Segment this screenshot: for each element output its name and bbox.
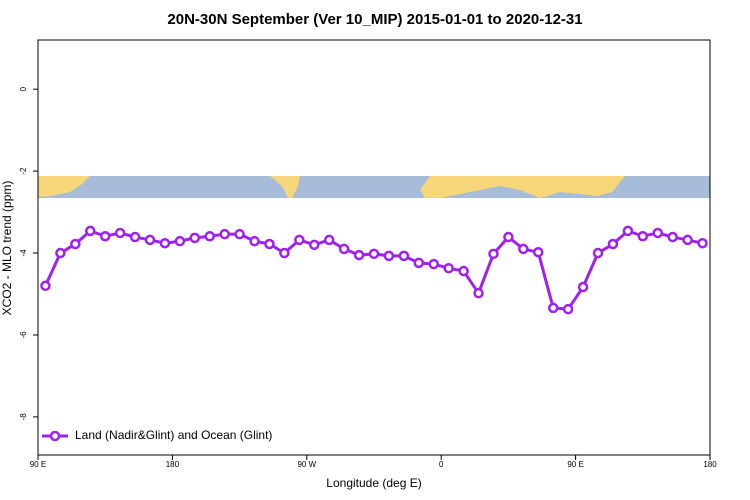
land-patch xyxy=(420,176,625,198)
data-point xyxy=(428,258,439,270)
y-tick-label: -6 xyxy=(19,331,28,339)
data-point xyxy=(234,228,245,240)
chart-title: 20N-30N September (Ver 10_MIP) 2015-01-0… xyxy=(167,11,582,28)
data-point xyxy=(353,249,365,261)
x-tick-label: 0 xyxy=(439,460,444,469)
data-point xyxy=(174,235,186,247)
data-point xyxy=(607,238,619,250)
data-point xyxy=(622,225,634,237)
data-point xyxy=(309,239,320,251)
data-point xyxy=(189,232,201,244)
land-patch xyxy=(38,176,90,197)
data-point xyxy=(55,247,66,259)
y-axis-label: XCO2 - MLO trend (ppm) xyxy=(0,181,14,316)
data-point xyxy=(458,265,469,277)
x-axis-label: Longitude (deg E) xyxy=(326,476,421,490)
data-point xyxy=(637,230,649,242)
data-point xyxy=(533,246,544,258)
data-point xyxy=(99,230,111,242)
y-tick-label: -2 xyxy=(19,167,28,175)
data-point xyxy=(114,227,126,239)
data-point xyxy=(473,287,484,299)
x-tick-label: 90 W xyxy=(297,460,316,469)
data-point xyxy=(264,238,275,250)
y-tick-label: -8 xyxy=(19,413,28,421)
data-point xyxy=(562,303,574,315)
data-point xyxy=(219,228,230,240)
data-point xyxy=(592,247,604,259)
data-point xyxy=(249,235,260,247)
data-point xyxy=(503,231,514,243)
data-point xyxy=(488,248,499,260)
data-point xyxy=(204,230,215,242)
data-point xyxy=(40,280,51,292)
data-point xyxy=(85,225,96,237)
data-point xyxy=(129,231,141,243)
data-point xyxy=(294,234,305,246)
x-tick-label: 90 E xyxy=(30,460,46,469)
data-point xyxy=(577,281,589,293)
data-point xyxy=(70,238,81,250)
data-point xyxy=(144,234,156,246)
data-point xyxy=(413,257,425,269)
data-point xyxy=(667,231,678,243)
data-point xyxy=(338,243,350,255)
x-tick-label: 180 xyxy=(166,460,180,469)
data-point xyxy=(383,250,395,262)
data-point xyxy=(697,237,708,249)
legend-label: Land (Nadir&Glint) and Ocean (Glint) xyxy=(75,428,272,442)
legend-marker xyxy=(49,430,61,442)
data-point xyxy=(323,234,335,246)
data-point xyxy=(682,234,693,246)
data-point xyxy=(398,250,410,262)
data-point xyxy=(159,237,171,249)
x-tick-label: 90 E xyxy=(567,460,583,469)
map-band xyxy=(38,176,710,198)
land-patch xyxy=(270,176,300,198)
y-tick-label: 0 xyxy=(19,86,28,91)
x-tick-label: 180 xyxy=(703,460,717,469)
data-point xyxy=(518,243,529,255)
data-point xyxy=(279,247,290,259)
plot-frame xyxy=(37,39,711,456)
data-point xyxy=(547,302,559,314)
y-tick-label: -4 xyxy=(19,249,28,257)
data-point xyxy=(368,248,380,260)
data-point xyxy=(443,262,454,274)
data-point xyxy=(652,227,663,239)
